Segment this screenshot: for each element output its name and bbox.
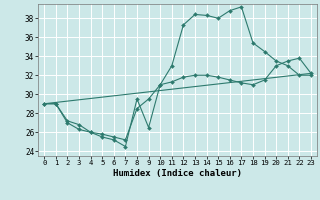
X-axis label: Humidex (Indice chaleur): Humidex (Indice chaleur) [113, 169, 242, 178]
